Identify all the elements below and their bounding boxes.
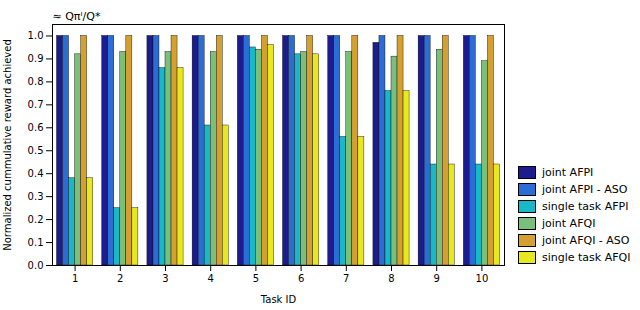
html-text:joint AFPI: joint AFPI: [542, 166, 594, 179]
svg-text:10: 10: [476, 273, 489, 284]
svg-text:6: 6: [298, 273, 304, 284]
html-text:joint AFQI - ASO: joint AFQI - ASO: [542, 234, 630, 247]
svg-text:≈ Qπᴵ/Q*: ≈ Qπᴵ/Q*: [53, 10, 101, 23]
svg-text:0.9: 0.9: [28, 53, 44, 64]
svg-text:1.0: 1.0: [28, 30, 44, 41]
svg-text:5: 5: [253, 273, 259, 284]
svg-text:3: 3: [162, 273, 168, 284]
svg-text:4: 4: [208, 273, 214, 284]
svg-text:0.0: 0.0: [28, 260, 44, 271]
html-text:joint AFQI: joint AFQI: [542, 217, 596, 230]
html-text:single task AFPI: single task AFPI: [542, 200, 629, 213]
svg-text:0.3: 0.3: [28, 191, 44, 202]
svg-text:0.1: 0.1: [28, 237, 44, 248]
svg-text:0.8: 0.8: [28, 76, 44, 87]
svg-text:0.2: 0.2: [28, 214, 44, 225]
html-text:single task AFQI: single task AFQI: [542, 251, 631, 264]
html-text:joint AFPI - ASO: joint AFPI - ASO: [542, 183, 628, 196]
svg-text:Task ID: Task ID: [260, 294, 297, 305]
svg-text:9: 9: [434, 273, 440, 284]
svg-text:1: 1: [72, 273, 78, 284]
svg-text:0.4: 0.4: [28, 168, 44, 179]
svg-text:0.5: 0.5: [28, 145, 44, 156]
svg-text:2: 2: [117, 273, 123, 284]
svg-text:Normalized cummulative reward: Normalized cummulative reward achieved: [2, 39, 13, 251]
svg-text:0.6: 0.6: [28, 122, 44, 133]
svg-text:0.7: 0.7: [28, 99, 44, 110]
svg-text:8: 8: [388, 273, 394, 284]
svg-text:7: 7: [343, 273, 349, 284]
